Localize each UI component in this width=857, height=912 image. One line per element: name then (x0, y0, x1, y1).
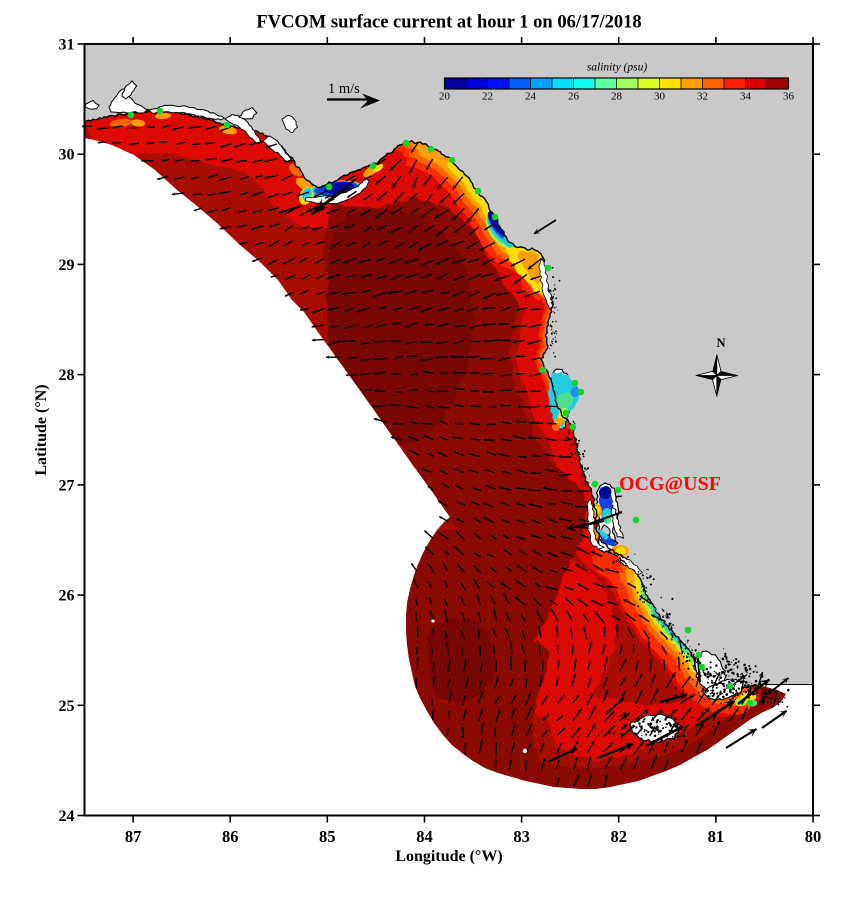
svg-text:1 m/s: 1 m/s (328, 81, 360, 97)
svg-text:22: 22 (482, 91, 493, 103)
svg-text:80: 80 (805, 827, 822, 846)
svg-text:81: 81 (708, 827, 725, 846)
svg-text:86: 86 (222, 827, 239, 846)
svg-text:36: 36 (783, 91, 795, 103)
svg-text:24: 24 (59, 808, 75, 825)
svg-text:30: 30 (654, 91, 666, 103)
svg-text:24: 24 (525, 91, 537, 103)
svg-text:20: 20 (439, 91, 451, 103)
svg-text:28: 28 (611, 91, 623, 103)
svg-text:Latitude (°N): Latitude (°N) (33, 384, 50, 475)
svg-text:34: 34 (740, 91, 752, 103)
svg-text:82: 82 (610, 827, 627, 846)
svg-text:87: 87 (125, 827, 142, 846)
svg-text:83: 83 (513, 827, 530, 846)
svg-text:26: 26 (568, 91, 580, 103)
svg-text:FVCOM surface current at hour: FVCOM surface current at hour 1 on 06/17… (256, 13, 641, 33)
svg-text:31: 31 (59, 37, 75, 54)
svg-text:32: 32 (697, 91, 708, 103)
svg-text:84: 84 (416, 827, 433, 846)
svg-text:Longitude (°W): Longitude (°W) (395, 848, 502, 865)
svg-text:26: 26 (59, 588, 75, 605)
svg-text:29: 29 (59, 257, 75, 274)
svg-text:27: 27 (59, 477, 75, 494)
svg-text:25: 25 (59, 698, 75, 715)
svg-text:N: N (716, 336, 725, 350)
svg-text:OCG@USF: OCG@USF (619, 473, 721, 495)
svg-text:30: 30 (59, 147, 75, 164)
svg-text:28: 28 (59, 367, 75, 384)
svg-text:85: 85 (319, 827, 336, 846)
svg-text:salinity (psu): salinity (psu) (587, 62, 648, 74)
